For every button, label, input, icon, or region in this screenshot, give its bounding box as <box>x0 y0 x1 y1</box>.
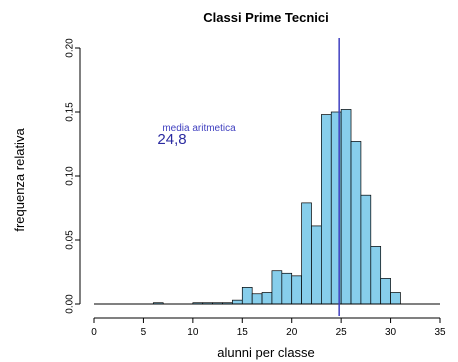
y-tick-label-3: 0.15 <box>65 102 76 122</box>
y-tick-label-4: 0.20 <box>65 38 76 58</box>
histogram-bar-17 <box>350 141 362 305</box>
mean-annotation-label: media aritmetica <box>162 123 236 134</box>
y-axis-label: frequenza relativa <box>12 128 27 232</box>
y-tick-label-0: 0.00 <box>65 294 76 314</box>
x-axis: 0 5 10 15 20 25 30 35 <box>91 317 446 338</box>
x-tick-label-7: 35 <box>434 327 446 338</box>
histogram-bar-18 <box>360 194 372 305</box>
x-axis-label: alunni per classe <box>217 345 315 360</box>
histogram-bar-5 <box>232 299 243 305</box>
y-tick-label-2: 0.10 <box>65 166 76 186</box>
histogram-bar-21 <box>390 292 401 305</box>
y-axis: 0.00 0.05 0.10 0.15 0.20 <box>65 38 81 314</box>
histogram-bar-7 <box>251 293 263 305</box>
x-tick-label-5: 25 <box>336 327 348 338</box>
bars-group <box>152 109 401 305</box>
chart-title: Classi Prime Tecnici <box>203 10 329 25</box>
x-tick-label-6: 30 <box>385 327 397 338</box>
x-tick-label-2: 10 <box>187 327 199 338</box>
histogram-bar-16 <box>340 109 352 305</box>
x-tick-label-1: 5 <box>141 327 147 338</box>
histogram-bar-11 <box>291 275 302 305</box>
x-tick-label-3: 15 <box>237 327 249 338</box>
histogram-bar-13 <box>311 225 322 305</box>
histogram-bar-14 <box>321 114 332 305</box>
histogram-bar-12 <box>301 202 312 305</box>
histogram-bar-8 <box>261 292 273 305</box>
histogram-bar-6 <box>241 287 253 305</box>
x-tick-label-0: 0 <box>91 327 97 338</box>
x-tick-label-4: 20 <box>286 327 298 338</box>
mean-annotation-value: 24,8 <box>157 131 186 148</box>
histogram-bar-10 <box>281 272 293 305</box>
histogram-bar-9 <box>271 270 283 305</box>
histogram-bar-19 <box>370 246 382 305</box>
histogram-bar-20 <box>380 278 391 305</box>
y-tick-label-1: 0.05 <box>65 230 76 250</box>
